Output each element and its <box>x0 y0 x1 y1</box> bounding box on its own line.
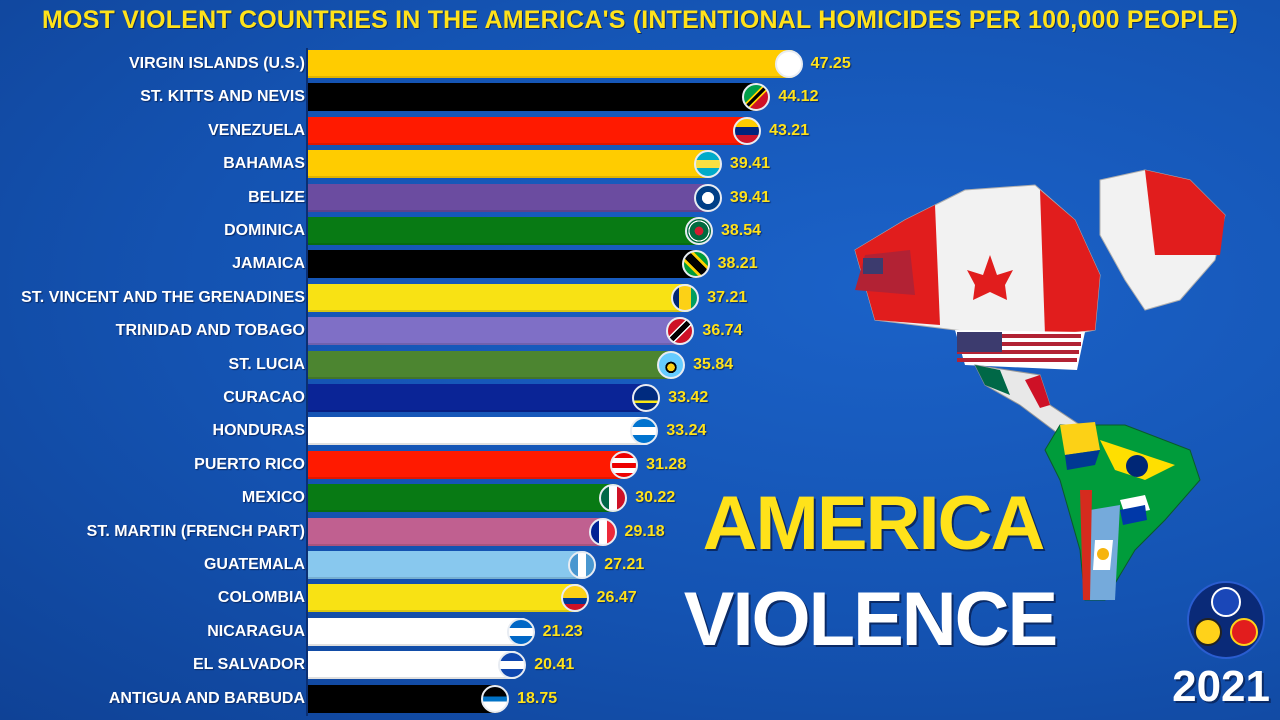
bar <box>308 116 754 145</box>
jamaica-flag-icon <box>681 250 710 279</box>
bar <box>308 517 609 546</box>
value-label: 20.41 <box>534 656 575 674</box>
value-label: 31.28 <box>646 455 687 473</box>
category-label: HONDURAS <box>212 422 305 440</box>
mexico-flag-icon <box>599 484 628 513</box>
curacao-flag-icon <box>632 384 661 412</box>
value-label: 21.23 <box>542 622 583 640</box>
value-label: 37.21 <box>707 288 748 306</box>
category-label: ST. VINCENT AND THE GRENADINES <box>21 288 305 306</box>
belize-flag-icon <box>693 183 722 212</box>
category-label: MEXICO <box>241 489 305 507</box>
chart-title: MOST VIOLENT COUNTRIES IN THE AMERICA'S … <box>41 6 1239 34</box>
overlay-title-line-1: AMERICA <box>702 481 1046 566</box>
puerto-rico-flag-icon <box>610 450 639 479</box>
category-label: JAMAICA <box>232 255 305 273</box>
category-label: GUATEMALA <box>203 556 305 573</box>
category-label: DOMINICA <box>224 222 305 239</box>
el-salvador-flag-icon <box>498 651 527 680</box>
category-label: ST. KITTS AND NEVIS <box>140 88 305 106</box>
category-label: BELIZE <box>248 188 305 206</box>
bar <box>308 551 589 579</box>
value-label: 33.24 <box>666 422 707 440</box>
value-label: 35.84 <box>693 355 734 373</box>
honduras-flag-icon <box>630 417 659 446</box>
bar <box>308 684 502 713</box>
value-label: 47.25 <box>810 55 851 72</box>
category-label: ST. LUCIA <box>228 355 305 373</box>
channel-logo-icon <box>1187 581 1265 659</box>
value-label: 33.42 <box>668 389 709 406</box>
bar <box>308 250 702 279</box>
colombia-flag-icon <box>560 584 589 613</box>
category-label: VIRGIN ISLANDS (U.S.) <box>128 55 305 72</box>
bar <box>308 484 620 513</box>
trinidad-and-tobago-flag-icon <box>666 317 695 346</box>
st-kitts-and-nevis-flag-icon <box>742 83 771 112</box>
bar <box>308 83 763 112</box>
value-label: 29.18 <box>624 522 665 540</box>
bar <box>308 183 714 212</box>
st-vincent-flag-icon <box>671 283 700 312</box>
value-label: 38.54 <box>720 222 761 239</box>
overlay-title-line-2: VIOLENCE <box>683 577 1059 662</box>
value-label: 36.74 <box>702 322 743 340</box>
bar <box>308 617 527 646</box>
bar <box>308 384 653 412</box>
category-label: TRINIDAD AND TOBAGO <box>115 322 305 340</box>
category-label: COLOMBIA <box>217 589 305 607</box>
category-label: ANTIGUA AND BARBUDA <box>108 689 305 707</box>
st-martin-flag-icon <box>588 517 617 546</box>
category-label: CURACAO <box>223 389 305 406</box>
bar <box>308 651 519 680</box>
category-label: VENEZUELA <box>208 121 305 139</box>
value-label: 44.12 <box>778 88 819 106</box>
category-label: ST. MARTIN (FRENCH PART) <box>86 522 305 540</box>
nicaragua-flag-icon <box>506 617 535 646</box>
value-label: 38.21 <box>717 255 758 273</box>
venezuela-flag-icon <box>733 116 762 145</box>
bar <box>308 283 692 312</box>
bar <box>308 150 714 179</box>
value-label: 39.41 <box>729 188 770 206</box>
value-label: 39.41 <box>729 155 770 173</box>
value-label: 30.22 <box>635 489 676 507</box>
category-label: NICARAGUA <box>207 622 305 640</box>
virgin-islands-flag-icon <box>774 50 803 78</box>
bar <box>308 417 651 446</box>
bar <box>308 317 687 346</box>
category-label: EL SALVADOR <box>192 656 305 674</box>
dominica-flag-icon <box>684 217 713 245</box>
value-label: 27.21 <box>604 556 645 573</box>
st-lucia-flag-icon <box>657 350 686 379</box>
guatemala-flag-icon <box>568 551 597 579</box>
value-label: 26.47 <box>596 589 637 607</box>
bahamas-flag-icon <box>693 150 722 179</box>
bar <box>308 217 705 245</box>
value-label: 43.21 <box>769 121 810 139</box>
category-label: BAHAMAS <box>223 155 305 173</box>
americas-flag-map-image <box>854 169 1226 601</box>
antigua-and-barbuda-flag-icon <box>481 684 510 713</box>
category-label: PUERTO RICO <box>194 455 305 473</box>
bar <box>308 350 678 379</box>
y-axis-line <box>306 48 308 716</box>
bar <box>308 584 581 613</box>
year-label: 2021 <box>1172 662 1270 711</box>
bar <box>308 50 795 78</box>
value-label: 18.75 <box>517 689 558 707</box>
bar <box>308 450 631 479</box>
